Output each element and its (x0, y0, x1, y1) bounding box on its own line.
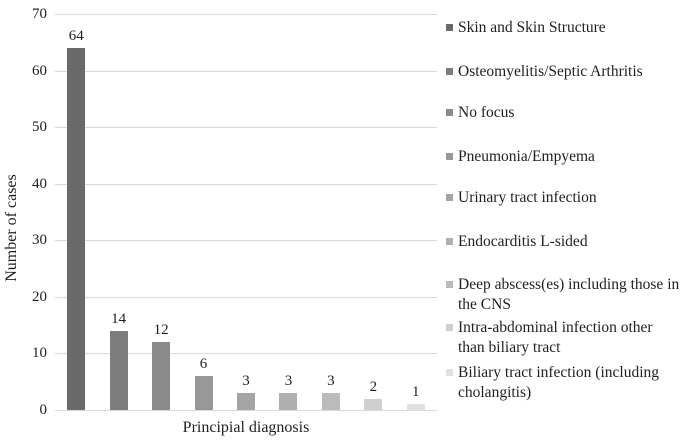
legend-marker-icon (446, 68, 453, 75)
legend-label: Endocarditis L-sided (458, 233, 588, 250)
x-axis-line (55, 410, 437, 411)
legend-marker-icon (446, 24, 453, 31)
gridline (55, 353, 437, 355)
bar (67, 47, 86, 410)
legend-marker-icon (446, 281, 453, 288)
gridline (55, 240, 437, 242)
bar (152, 342, 171, 410)
legend-label: No focus (458, 104, 515, 121)
legend-marker-icon (446, 324, 453, 331)
legend-item: No focus (446, 103, 680, 123)
y-tick-label: 20 (32, 288, 47, 305)
y-tick-label: 0 (39, 402, 48, 418)
legend-item: Urinary tract infection (446, 188, 680, 208)
legend-label: Deep abscess(es) including those in the … (458, 276, 680, 313)
gridline (55, 70, 437, 72)
legend-item: Pneumonia/Empyema (446, 147, 680, 167)
bar-value-label: 3 (242, 373, 250, 390)
legend-marker-icon (446, 194, 453, 201)
legend-item: Endocarditis L-sided (446, 232, 680, 252)
y-tick-label: 50 (32, 119, 47, 136)
y-tick-label: 70 (32, 6, 47, 22)
y-tick-label: 10 (32, 345, 47, 362)
bar-value-label: 6 (199, 356, 208, 373)
legend-item: Osteomyelitis/Septic Arthritis (446, 62, 680, 82)
y-tick-label: 40 (32, 175, 47, 192)
legend-item: Deep abscess(es) including those in the … (446, 275, 680, 315)
legend-label: Intra-abdominal infection other than bil… (458, 319, 653, 356)
legend-item: Intra-abdominal infection other than bil… (446, 318, 680, 358)
legend-marker-icon (446, 369, 453, 376)
y-tick-label: 30 (32, 232, 47, 249)
bar (321, 393, 340, 410)
bar-value-label: 3 (327, 373, 335, 390)
gridline (55, 127, 437, 129)
bar (237, 393, 255, 410)
gridline (55, 296, 437, 298)
legend-item: Skin and Skin Structure (446, 18, 680, 38)
bar-value-label: 64 (68, 27, 84, 44)
bar (109, 330, 128, 410)
legend-marker-icon (446, 109, 453, 116)
y-tick-label: 60 (32, 62, 47, 79)
bar (279, 393, 298, 410)
legend-item: Biliary tract infection (including chola… (446, 363, 680, 403)
legend-label: Urinary tract infection (458, 189, 597, 206)
bar (364, 398, 383, 410)
chart-legend: Skin and Skin Structure Osteomyelitis/Sep… (446, 0, 680, 442)
legend-label: Skin and Skin Structure (458, 19, 606, 36)
plot-area: 64 14 12 6 3 3 3 2 1 (55, 14, 437, 411)
legend-marker-icon (446, 153, 453, 160)
gridline (55, 14, 437, 15)
bar-value-label: 12 (153, 322, 169, 339)
bar-value-label: 1 (412, 384, 420, 401)
bar-value-label: 3 (284, 373, 293, 390)
bar-value-label: 2 (369, 378, 378, 395)
legend-label: Osteomyelitis/Septic Arthritis (458, 63, 643, 80)
gridline (55, 183, 437, 185)
legend-marker-icon (446, 238, 453, 245)
legend-label: Pneumonia/Empyema (458, 148, 595, 165)
bar-value-label: 14 (111, 310, 127, 327)
bar (194, 376, 213, 410)
legend-label: Biliary tract infection (including chola… (458, 364, 660, 401)
x-axis-title: Principial diagnosis (182, 419, 310, 436)
bar (406, 404, 425, 410)
